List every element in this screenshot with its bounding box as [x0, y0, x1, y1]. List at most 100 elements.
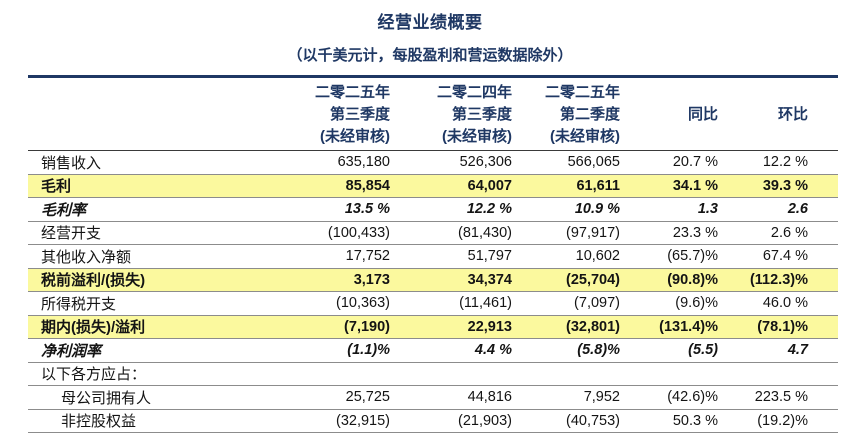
cell-value: (40,753): [512, 409, 620, 433]
cell-value: (42.6)%: [620, 385, 718, 410]
cell-value: 10,602: [512, 244, 620, 269]
header-line: 第二季度: [559, 106, 620, 123]
row-label: 毛利率: [28, 197, 268, 222]
header-line: [718, 82, 808, 104]
cell-value: (5.5): [620, 338, 718, 363]
cell-value: (1.1)%: [268, 338, 390, 363]
cell-value: (112.3)%: [718, 268, 838, 292]
table-row-operating-expenses: 经营开支 (100,433) (81,430) (97,917) 23.3 % …: [28, 221, 838, 245]
header-line: (未经审核): [550, 128, 620, 145]
cell-value: (21,903): [390, 409, 512, 433]
cell-value: (131.4)%: [620, 315, 718, 339]
row-label: 以下各方应占：: [28, 362, 268, 386]
row-label: 其他收入净额: [28, 244, 268, 269]
cell-value: (7,097): [512, 291, 620, 316]
cell-value: (32,915): [268, 409, 390, 433]
table-row-gross-margin: 毛利率 13.5 % 12.2 % 10.9 % 1.3 2.6: [28, 197, 838, 222]
row-label: 非控股权益: [28, 409, 268, 433]
table-row-attributable-section: 以下各方应占：: [28, 362, 838, 386]
cell-value: [268, 362, 390, 386]
cell-value: 22,913: [390, 315, 512, 339]
row-label: 净利润率: [28, 338, 268, 363]
cell-value: 1.3: [620, 197, 718, 222]
cell-value: 34,374: [390, 268, 512, 292]
cell-value: 13.5 %: [268, 197, 390, 222]
table-row-gross-profit: 毛利 85,854 64,007 61,611 34.1 % 39.3 %: [28, 174, 838, 198]
header-line: 二零二五年: [544, 84, 620, 101]
header-line: [620, 126, 718, 148]
cell-value: 85,854: [268, 174, 390, 198]
cell-value: 20.7 %: [620, 150, 718, 175]
row-label: 所得税开支: [28, 291, 268, 316]
cell-value: 39.3 %: [718, 174, 838, 198]
row-label: 母公司拥有人: [28, 385, 268, 410]
row-label: 税前溢利/(损失): [28, 268, 268, 292]
cell-value: 3,173: [268, 268, 390, 292]
operating-results-table: 二零二五年 第三季度 (未经审核) 二零二四年 第三季度 (未经审核) 二零二五…: [28, 75, 838, 433]
page-subtitle: （以千美元计，每股盈利和营运数据除外）: [287, 47, 573, 64]
header-line: 环比: [777, 106, 808, 123]
row-label: 经营开支: [28, 221, 268, 245]
column-header-label: [28, 76, 268, 151]
cell-value: 566,065: [512, 150, 620, 175]
cell-value: 50.3 %: [620, 409, 718, 433]
cell-value: 2.6 %: [718, 221, 838, 245]
cell-value: [390, 362, 512, 386]
header-line: 第三季度: [329, 106, 390, 123]
cell-value: (97,917): [512, 221, 620, 245]
cell-value: [512, 362, 620, 386]
table-row-parent-owners: 母公司拥有人 25,725 44,816 7,952 (42.6)% 223.5…: [28, 385, 838, 410]
cell-value: 46.0 %: [718, 291, 838, 316]
cell-value: 2.6: [718, 197, 838, 222]
column-header-q3-2025: 二零二五年 第三季度 (未经审核): [268, 76, 390, 151]
cell-value: (65.7)%: [620, 244, 718, 269]
row-label: 期内(损失)/溢利: [28, 315, 268, 339]
cell-value: 17,752: [268, 244, 390, 269]
header-line: 第三季度: [451, 106, 512, 123]
cell-value: 25,725: [268, 385, 390, 410]
row-label: 销售收入: [28, 150, 268, 175]
cell-value: 12.2 %: [718, 150, 838, 175]
cell-value: 4.7: [718, 338, 838, 363]
cell-value: 44,816: [390, 385, 512, 410]
cell-value: (100,433): [268, 221, 390, 245]
cell-value: (11,461): [390, 291, 512, 316]
column-header-qoq: 环比: [718, 76, 838, 151]
column-header-yoy: 同比: [620, 76, 718, 151]
cell-value: [718, 362, 838, 386]
cell-value: 12.2 %: [390, 197, 512, 222]
table-row-period-profit: 期内(损失)/溢利 (7,190) 22,913 (32,801) (131.4…: [28, 315, 838, 339]
header-line: [718, 126, 808, 148]
header-row: 二零二五年 第三季度 (未经审核) 二零二四年 第三季度 (未经审核) 二零二五…: [28, 76, 838, 151]
table-row-other-income: 其他收入净额 17,752 51,797 10,602 (65.7)% 67.4…: [28, 244, 838, 269]
cell-value: (78.1)%: [718, 315, 838, 339]
cell-value: 23.3 %: [620, 221, 718, 245]
cell-value: (10,363): [268, 291, 390, 316]
cell-value: [620, 362, 718, 386]
header-line: [620, 82, 718, 104]
cell-value: 526,306: [390, 150, 512, 175]
header-line: (未经审核): [442, 128, 512, 145]
column-header-q3-2024: 二零二四年 第三季度 (未经审核): [390, 76, 512, 151]
cell-value: 64,007: [390, 174, 512, 198]
header-line: 二零二四年: [436, 84, 512, 101]
cell-value: (32,801): [512, 315, 620, 339]
header-line: (未经审核): [320, 128, 390, 145]
cell-value: 61,611: [512, 174, 620, 198]
page-title: 经营业绩概要: [377, 13, 483, 32]
cell-value: (19.2)%: [718, 409, 838, 433]
cell-value: 635,180: [268, 150, 390, 175]
cell-value: (25,704): [512, 268, 620, 292]
cell-value: 34.1 %: [620, 174, 718, 198]
column-header-q2-2025: 二零二五年 第二季度 (未经审核): [512, 76, 620, 151]
cell-value: (81,430): [390, 221, 512, 245]
cell-value: 67.4 %: [718, 244, 838, 269]
table-row-net-margin: 净利润率 (1.1)% 4.4 % (5.8)% (5.5) 4.7: [28, 338, 838, 363]
cell-value: 4.4 %: [390, 338, 512, 363]
cell-value: (5.8)%: [512, 338, 620, 363]
cell-value: (7,190): [268, 315, 390, 339]
cell-value: 10.9 %: [512, 197, 620, 222]
table-row-revenue: 销售收入 635,180 526,306 566,065 20.7 % 12.2…: [28, 150, 838, 175]
cell-value: 51,797: [390, 244, 512, 269]
table-row-income-tax: 所得税开支 (10,363) (11,461) (7,097) (9.6)% 4…: [28, 291, 838, 316]
